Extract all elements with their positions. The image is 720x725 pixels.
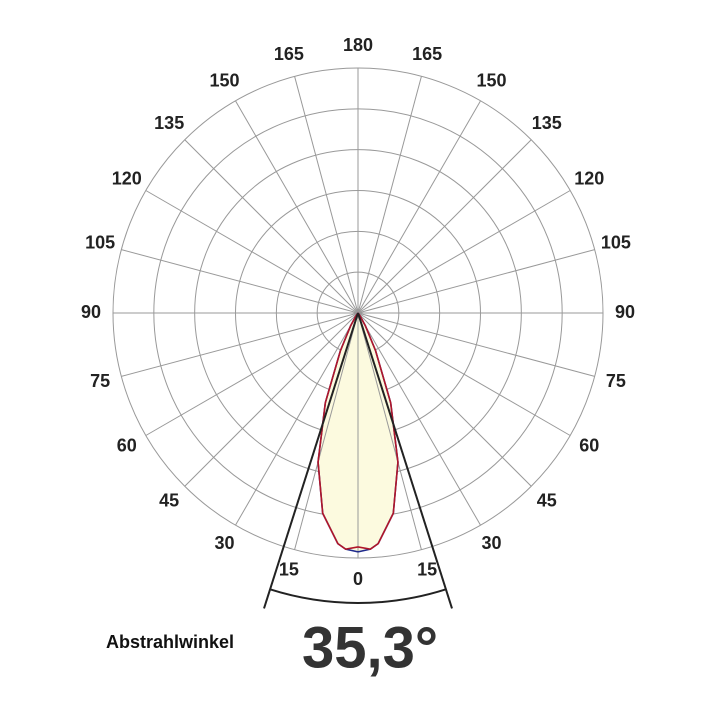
spoke — [357, 312, 481, 526]
angle-tick-label: 120 — [574, 168, 604, 188]
spoke — [357, 312, 532, 487]
angle-tick-label: 180 — [343, 35, 373, 55]
spoke — [357, 312, 595, 377]
spoke — [357, 139, 532, 314]
beam-arc — [269, 588, 447, 604]
angle-tick-label: 45 — [537, 491, 557, 511]
angle-tick-label: 30 — [481, 533, 501, 553]
angle-tick-label: 60 — [579, 435, 599, 455]
angle-tick-label: 0 — [353, 569, 363, 589]
spoke — [357, 190, 571, 314]
spoke — [357, 100, 481, 314]
spoke — [121, 249, 359, 314]
beam-fill — [358, 313, 398, 552]
angle-tick-label: 105 — [601, 233, 631, 253]
angle-tick-label: 45 — [159, 491, 179, 511]
angle-tick-label: 150 — [476, 71, 506, 91]
angle-tick-label: 75 — [90, 371, 110, 391]
intensity-curve — [357, 312, 399, 550]
beam-angle-label: 35,3° — [302, 615, 438, 680]
beam-fill — [318, 313, 358, 552]
angle-tick-label: 75 — [606, 371, 626, 391]
spoke — [294, 76, 359, 314]
spoke — [357, 76, 422, 314]
angle-tick-label: 135 — [154, 113, 184, 133]
beam-line — [263, 312, 359, 609]
spoke — [145, 190, 359, 314]
spoke — [121, 312, 359, 377]
spoke — [357, 312, 571, 436]
angle-tick-label: 165 — [412, 44, 442, 64]
angle-tick-label: 30 — [214, 533, 234, 553]
spoke — [357, 249, 595, 314]
angle-tick-label: 150 — [209, 71, 239, 91]
angle-tick-label: 135 — [532, 113, 562, 133]
spoke — [235, 312, 359, 526]
angle-tick-label: 15 — [417, 560, 437, 580]
angle-tick-label: 15 — [279, 560, 299, 580]
spoke — [145, 312, 359, 436]
beam-caption: Abstrahlwinkel — [106, 632, 234, 652]
spoke — [184, 312, 359, 487]
spoke — [357, 312, 422, 550]
angle-tick-label: 165 — [274, 44, 304, 64]
angle-tick-label: 90 — [81, 302, 101, 322]
spoke — [184, 139, 359, 314]
spoke — [235, 100, 359, 314]
angle-tick-label: 90 — [615, 302, 635, 322]
angle-tick-label: 120 — [112, 168, 142, 188]
spoke — [294, 312, 359, 550]
beam-line — [357, 312, 453, 609]
intensity-curve — [317, 312, 359, 550]
angle-tick-label: 60 — [117, 435, 137, 455]
angle-tick-label: 105 — [85, 233, 115, 253]
